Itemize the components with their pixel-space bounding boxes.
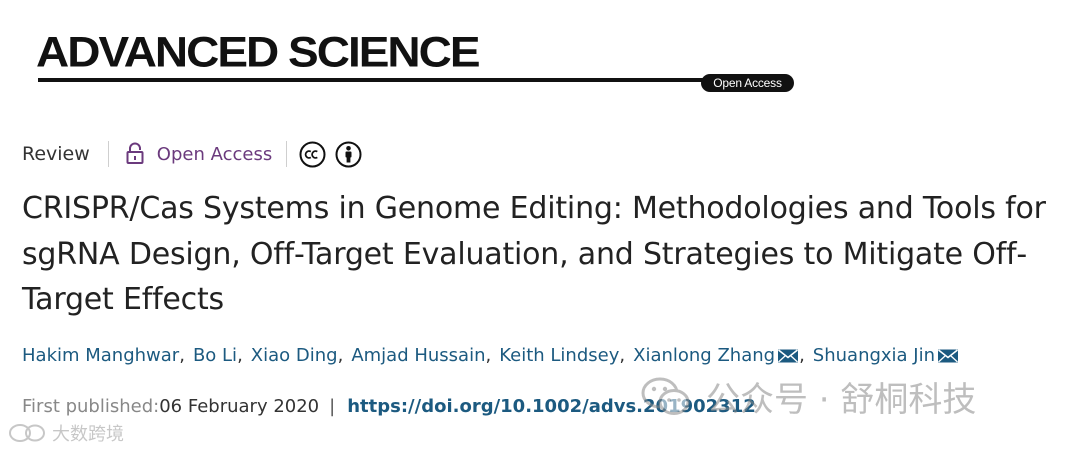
author-link[interactable]: Hakim Manghwar	[22, 345, 180, 366]
first-published-label: First published:	[22, 396, 160, 417]
author-link[interactable]: Xiao Ding	[250, 345, 338, 366]
article-title: CRISPR/Cas Systems in Genome Editing: Me…	[22, 191, 1046, 317]
author-link[interactable]: Xianlong Zhang	[633, 345, 776, 366]
author-item: Amjad Hussain,	[351, 345, 492, 366]
author-item: Xianlong Zhang ,	[633, 345, 805, 366]
chat-bubble-icon	[9, 424, 45, 442]
article-type: Review	[22, 143, 90, 165]
open-access-badge: Open Access	[701, 74, 794, 92]
publication-date: 06 February 2020	[159, 396, 320, 417]
watermark: 大数跨境	[8, 420, 124, 446]
author-link[interactable]: Shuangxia Jin	[812, 345, 936, 366]
author-list: Hakim Manghwar, Bo Li, Xiao Ding, Amjad …	[22, 345, 959, 366]
publication-info: First published: 06 February 2020 | http…	[22, 396, 756, 417]
author-item: Keith Lindsey,	[499, 345, 626, 366]
author-item: Bo Li,	[192, 345, 243, 366]
doi-link[interactable]: https://doi.org/10.1002/advs.201902312	[347, 396, 756, 417]
watermark-text: 公众号 · 舒桐科技	[706, 380, 977, 420]
open-access-link[interactable]: Open Access	[156, 143, 273, 165]
author-item: Shuangxia Jin	[813, 345, 959, 366]
journal-rule	[38, 78, 704, 82]
journal-logo: ADVANCED SCIENCE	[36, 28, 481, 76]
wechat-icon	[641, 377, 690, 415]
author-item: Xiao Ding,	[250, 345, 344, 366]
lock-icon	[126, 142, 144, 164]
watermark: 公众号 · 舒桐科技	[640, 372, 976, 421]
divider	[286, 141, 288, 167]
envelope-icon[interactable]	[777, 348, 799, 364]
article-meta-row: Review Open Access	[22, 138, 362, 170]
creative-commons-icon[interactable]	[299, 141, 326, 168]
attribution-icon[interactable]	[335, 141, 362, 168]
author-link[interactable]: Amjad Hussain	[351, 345, 486, 366]
envelope-icon[interactable]	[937, 348, 959, 364]
author-link[interactable]: Bo Li	[192, 345, 238, 366]
divider: |	[329, 396, 336, 417]
watermark-text: 大数跨境	[52, 424, 124, 445]
divider	[107, 141, 109, 167]
author-item: Hakim Manghwar,	[22, 345, 185, 366]
journal-header: ADVANCED SCIENCE Open Access	[36, 28, 794, 98]
author-link[interactable]: Keith Lindsey	[499, 345, 620, 366]
